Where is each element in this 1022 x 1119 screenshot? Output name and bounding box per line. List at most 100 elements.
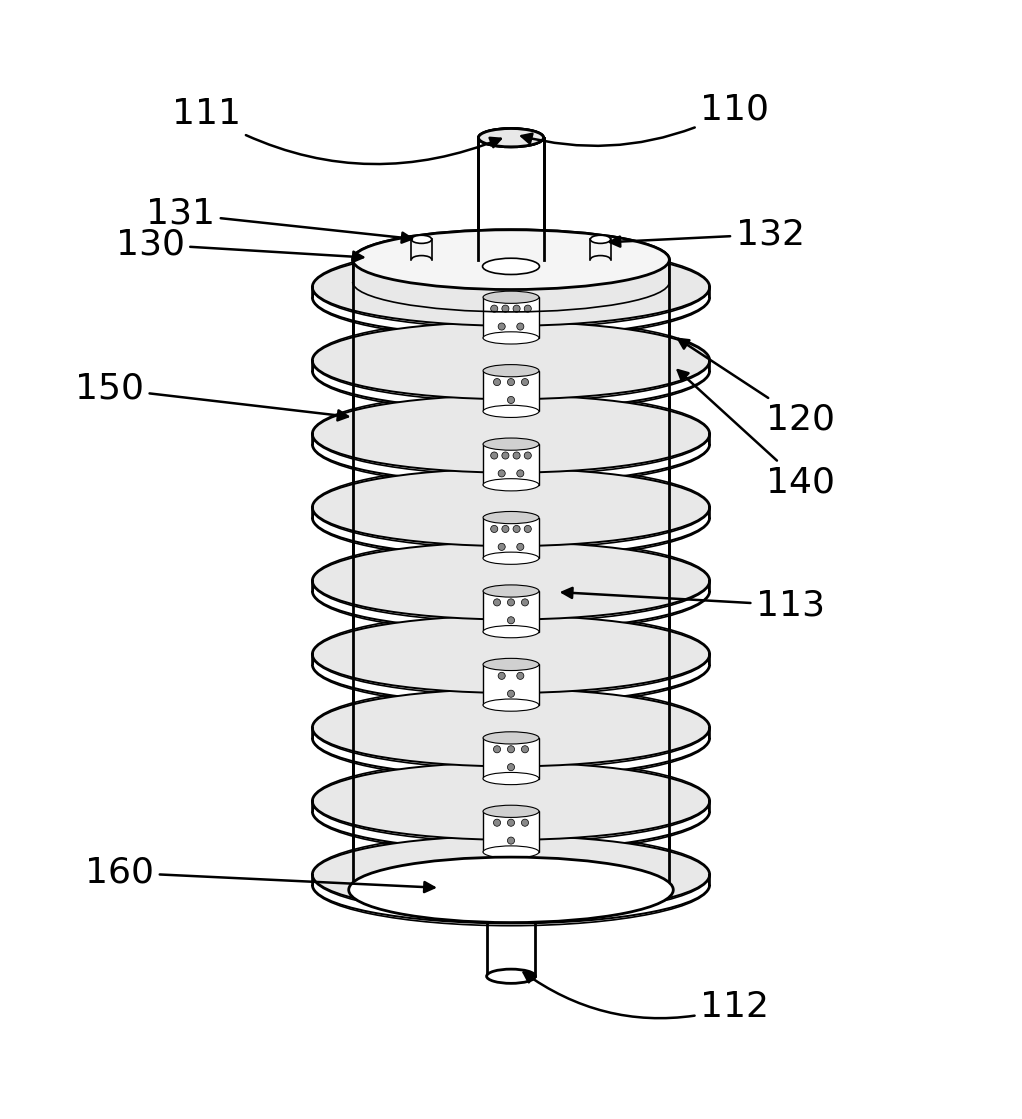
- Circle shape: [521, 745, 528, 753]
- Ellipse shape: [483, 846, 539, 858]
- Ellipse shape: [483, 438, 539, 450]
- Ellipse shape: [313, 405, 709, 482]
- Ellipse shape: [483, 658, 539, 670]
- Ellipse shape: [313, 762, 709, 839]
- Circle shape: [517, 470, 524, 477]
- Circle shape: [502, 526, 509, 533]
- Text: 130: 130: [115, 227, 363, 262]
- Text: 112: 112: [523, 972, 770, 1024]
- Circle shape: [502, 452, 509, 459]
- Ellipse shape: [412, 235, 431, 244]
- Ellipse shape: [313, 479, 709, 556]
- Text: 140: 140: [678, 370, 835, 499]
- Text: 110: 110: [521, 92, 770, 145]
- Circle shape: [498, 323, 505, 330]
- Circle shape: [513, 305, 520, 312]
- Ellipse shape: [313, 258, 709, 336]
- Text: 113: 113: [562, 587, 825, 622]
- Circle shape: [508, 837, 514, 844]
- Ellipse shape: [483, 291, 539, 303]
- Ellipse shape: [313, 553, 709, 630]
- Text: 150: 150: [75, 372, 347, 421]
- Ellipse shape: [591, 235, 610, 244]
- Ellipse shape: [483, 332, 539, 344]
- Ellipse shape: [353, 229, 669, 290]
- Ellipse shape: [478, 129, 544, 147]
- Ellipse shape: [313, 332, 709, 410]
- Bar: [483, 444, 539, 485]
- Ellipse shape: [313, 469, 709, 546]
- Circle shape: [491, 452, 498, 459]
- Circle shape: [491, 305, 498, 312]
- Ellipse shape: [349, 857, 673, 922]
- Ellipse shape: [313, 699, 709, 777]
- Ellipse shape: [482, 258, 540, 274]
- Text: 131: 131: [146, 197, 412, 243]
- Ellipse shape: [313, 322, 709, 399]
- Ellipse shape: [483, 772, 539, 784]
- Circle shape: [508, 599, 514, 606]
- Ellipse shape: [313, 248, 709, 326]
- Ellipse shape: [483, 511, 539, 524]
- Text: 111: 111: [172, 97, 501, 164]
- Circle shape: [508, 819, 514, 826]
- Circle shape: [517, 544, 524, 551]
- Ellipse shape: [483, 699, 539, 712]
- Ellipse shape: [483, 585, 539, 598]
- Circle shape: [508, 763, 514, 771]
- Circle shape: [491, 526, 498, 533]
- Circle shape: [524, 452, 531, 459]
- Bar: [483, 298, 539, 338]
- Circle shape: [521, 599, 528, 606]
- Ellipse shape: [482, 258, 540, 274]
- Text: 160: 160: [85, 856, 434, 892]
- Ellipse shape: [483, 552, 539, 564]
- Circle shape: [502, 305, 509, 312]
- Ellipse shape: [313, 773, 709, 850]
- Circle shape: [521, 819, 528, 826]
- Ellipse shape: [349, 857, 673, 922]
- Ellipse shape: [483, 806, 539, 817]
- Circle shape: [508, 690, 514, 697]
- Ellipse shape: [486, 969, 536, 984]
- Circle shape: [498, 673, 505, 679]
- Circle shape: [521, 378, 528, 386]
- Bar: [483, 737, 539, 779]
- Ellipse shape: [483, 479, 539, 491]
- Ellipse shape: [478, 129, 544, 147]
- Circle shape: [498, 470, 505, 477]
- Bar: [483, 370, 539, 412]
- Circle shape: [508, 396, 514, 404]
- Ellipse shape: [483, 405, 539, 417]
- Circle shape: [517, 673, 524, 679]
- Ellipse shape: [313, 846, 709, 923]
- Circle shape: [513, 526, 520, 533]
- Ellipse shape: [483, 365, 539, 377]
- Ellipse shape: [313, 626, 709, 703]
- Ellipse shape: [353, 229, 669, 290]
- Ellipse shape: [313, 615, 709, 693]
- Ellipse shape: [313, 836, 709, 913]
- Circle shape: [508, 378, 514, 386]
- Circle shape: [524, 305, 531, 312]
- Bar: [483, 518, 539, 558]
- Bar: [483, 591, 539, 631]
- Ellipse shape: [591, 235, 610, 244]
- Ellipse shape: [478, 129, 544, 147]
- Circle shape: [508, 745, 514, 753]
- Circle shape: [498, 544, 505, 551]
- Circle shape: [524, 526, 531, 533]
- Ellipse shape: [354, 232, 668, 288]
- Circle shape: [494, 599, 501, 606]
- Ellipse shape: [412, 235, 431, 244]
- Ellipse shape: [313, 395, 709, 472]
- Circle shape: [513, 452, 520, 459]
- Circle shape: [517, 323, 524, 330]
- Bar: [483, 665, 539, 705]
- Ellipse shape: [313, 543, 709, 620]
- Circle shape: [494, 819, 501, 826]
- Circle shape: [508, 617, 514, 623]
- Circle shape: [494, 378, 501, 386]
- Ellipse shape: [483, 732, 539, 744]
- Circle shape: [494, 745, 501, 753]
